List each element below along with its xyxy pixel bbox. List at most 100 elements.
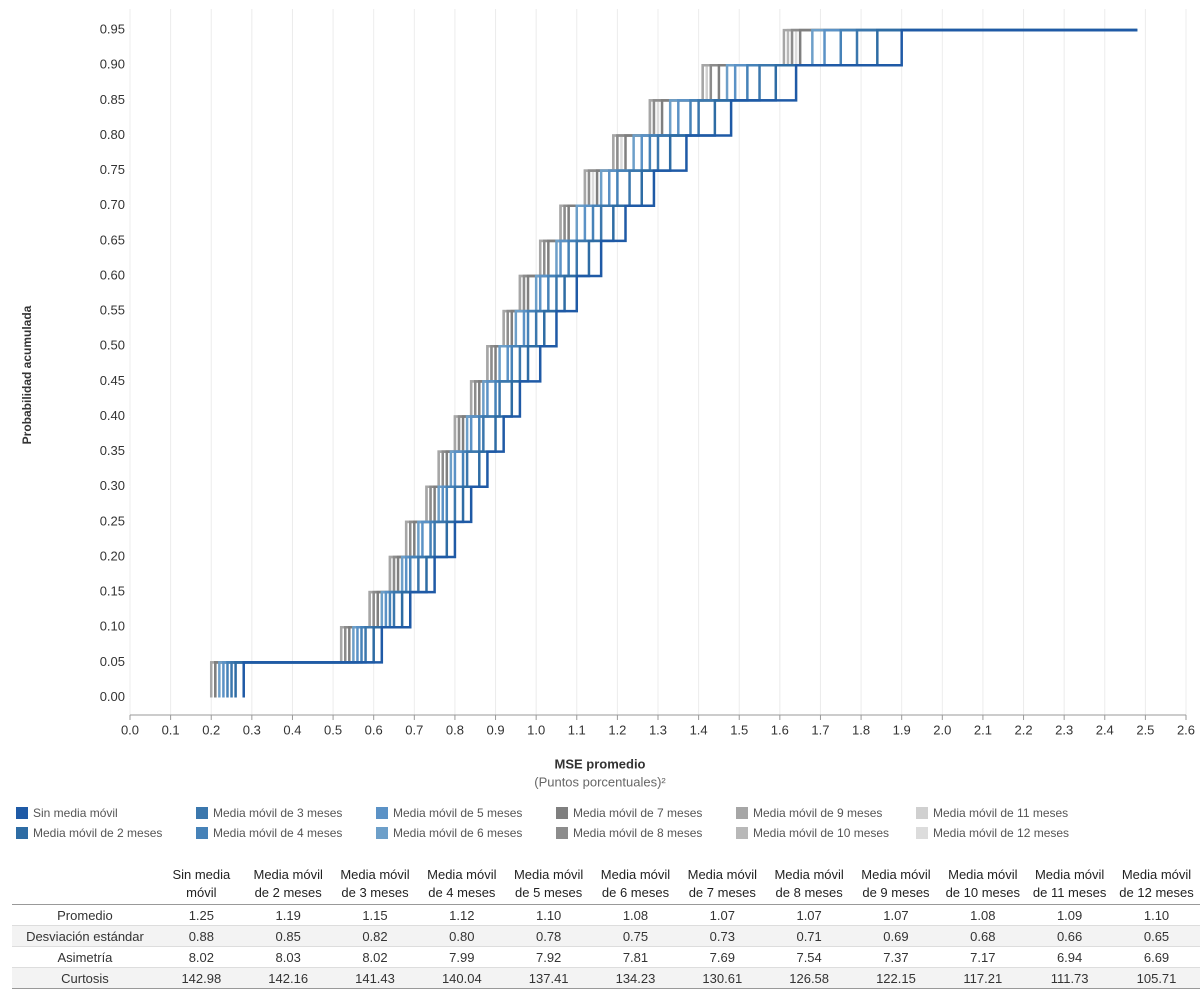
cell: 1.15: [331, 904, 419, 926]
legend-item: Media móvil de 6 meses: [376, 826, 522, 840]
y-tick-label: 0.55: [100, 303, 125, 318]
x-tick-label: 1.1: [568, 722, 586, 737]
cell: 6.69: [1113, 946, 1200, 968]
cell: 1.07: [678, 904, 766, 926]
legend-label: Media móvil de 8 meses: [573, 826, 703, 840]
y-tick-label: 0.10: [100, 619, 125, 634]
y-tick-label: 0.90: [100, 57, 125, 72]
cell: 8.02: [157, 946, 245, 968]
cell: 117.21: [939, 967, 1027, 989]
legend-swatch: [376, 827, 388, 839]
legend-label: Media móvil de 12 meses: [933, 826, 1070, 840]
x-tick-label: 0.4: [283, 722, 301, 737]
x-tick-label: 2.2: [1014, 722, 1032, 737]
table-header: Sin media móvil Media móvil de 2 meses Med…: [12, 866, 1200, 905]
step-line: [242, 28, 1138, 698]
legend-item: Media móvil de 9 meses: [736, 806, 882, 820]
column-header: Media móvil de 3 meses: [340, 867, 410, 900]
legend-item: Media móvil de 4 meses: [196, 826, 342, 840]
cell: 6.94: [1026, 946, 1114, 968]
y-tick-label: 0.30: [100, 478, 125, 493]
legend-label: Media móvil de 10 meses: [753, 826, 890, 840]
x-tick-label: 2.0: [933, 722, 951, 737]
cell: 0.71: [765, 925, 853, 947]
cell: 0.65: [1113, 925, 1200, 947]
step-line: [209, 28, 1138, 698]
column-header: Media móvil de 6 meses: [600, 867, 671, 900]
step-line: [214, 28, 1138, 698]
step-line: [222, 28, 1138, 698]
x-tick-label: 2.5: [1136, 722, 1154, 737]
column-header: Media móvil de 11 meses: [1032, 867, 1107, 900]
cell: 1.12: [418, 904, 506, 926]
cell: 0.69: [852, 925, 940, 947]
y-tick-label: 0.25: [100, 513, 125, 528]
legend: Sin media móvil Media móvil de 2 meses Med…: [16, 806, 1196, 846]
y-tick-label: 0.75: [100, 162, 125, 177]
legend-swatch: [556, 827, 568, 839]
cell: 0.78: [505, 925, 593, 947]
y-tick-label: 0.45: [100, 373, 125, 388]
cell: 141.43: [331, 967, 419, 989]
legend-item: Media móvil de 5 meses: [376, 806, 522, 820]
legend-swatch: [196, 827, 208, 839]
legend-label: Media móvil de 2 meses: [33, 826, 163, 840]
cell: 7.99: [418, 946, 506, 968]
y-tick-label: 0.20: [100, 548, 125, 563]
legend-swatch: [16, 807, 28, 819]
legend-swatch: [376, 807, 388, 819]
legend-item: Media móvil de 7 meses: [556, 806, 702, 820]
cell: 105.71: [1113, 967, 1200, 989]
y-tick-label: 0.70: [100, 197, 125, 212]
x-tick-label: 1.8: [852, 722, 870, 737]
cell: 1.09: [1026, 904, 1114, 926]
step-line: [214, 28, 1138, 698]
column-header: Sin media móvil: [172, 867, 231, 900]
legend-label: Media móvil de 3 meses: [213, 806, 343, 820]
cell: 134.23: [592, 967, 679, 989]
x-tick-label: 1.6: [771, 722, 789, 737]
x-tick-label: 1.7: [811, 722, 829, 737]
y-tick-label: 0.50: [100, 338, 125, 353]
cell: 0.68: [939, 925, 1027, 947]
cell: 142.16: [244, 967, 332, 989]
table-row: Curtosis 142.98 142.16 141.43 140.04 137.41 13…: [12, 967, 1200, 989]
legend-swatch: [916, 827, 928, 839]
x-tick-label: 0.6: [365, 722, 383, 737]
legend-item: Media móvil de 10 meses: [736, 826, 889, 840]
cell: 8.03: [244, 946, 332, 968]
y-tick-label: 0.40: [100, 408, 125, 423]
legend-swatch: [16, 827, 28, 839]
cell: 1.25: [157, 904, 245, 926]
cell: 0.73: [678, 925, 766, 947]
y-tick-label: 0.05: [100, 654, 125, 669]
step-line: [214, 28, 1138, 698]
x-tick-label: 0.2: [202, 722, 220, 737]
legend-item: Media móvil de 3 meses: [196, 806, 342, 820]
y-tick-label: 0.35: [100, 443, 125, 458]
x-tick-label: 1.9: [893, 722, 911, 737]
header-empty: [12, 866, 158, 905]
cell: 126.58: [765, 967, 853, 989]
legend-swatch: [556, 807, 568, 819]
legend-item: Media móvil de 2 meses: [16, 826, 162, 840]
x-tick-label: 0.7: [405, 722, 423, 737]
cell: 7.37: [852, 946, 940, 968]
cell: 0.85: [244, 925, 332, 947]
legend-item: Sin media móvil: [16, 806, 118, 820]
x-tick-label: 2.4: [1096, 722, 1114, 737]
x-tick-label: 0.9: [486, 722, 504, 737]
step-line: [230, 28, 1138, 698]
legend-item: Media móvil de 11 meses: [916, 806, 1068, 820]
x-axis-title: MSE promedio: [554, 756, 645, 771]
column-header: Media móvil de 8 meses: [774, 867, 844, 900]
column-header: Media móvil de 9 meses: [861, 867, 931, 900]
row-label: Desviación estándar: [12, 925, 158, 947]
legend-item: Media móvil de 8 meses: [556, 826, 702, 840]
x-tick-label: 1.5: [730, 722, 748, 737]
cell: 1.10: [505, 904, 593, 926]
legend-label: Media móvil de 11 meses: [933, 806, 1069, 820]
x-tick-label: 0.5: [324, 722, 342, 737]
cell: 1.08: [939, 904, 1027, 926]
column-header: Media móvil de 10 meses: [945, 867, 1020, 900]
